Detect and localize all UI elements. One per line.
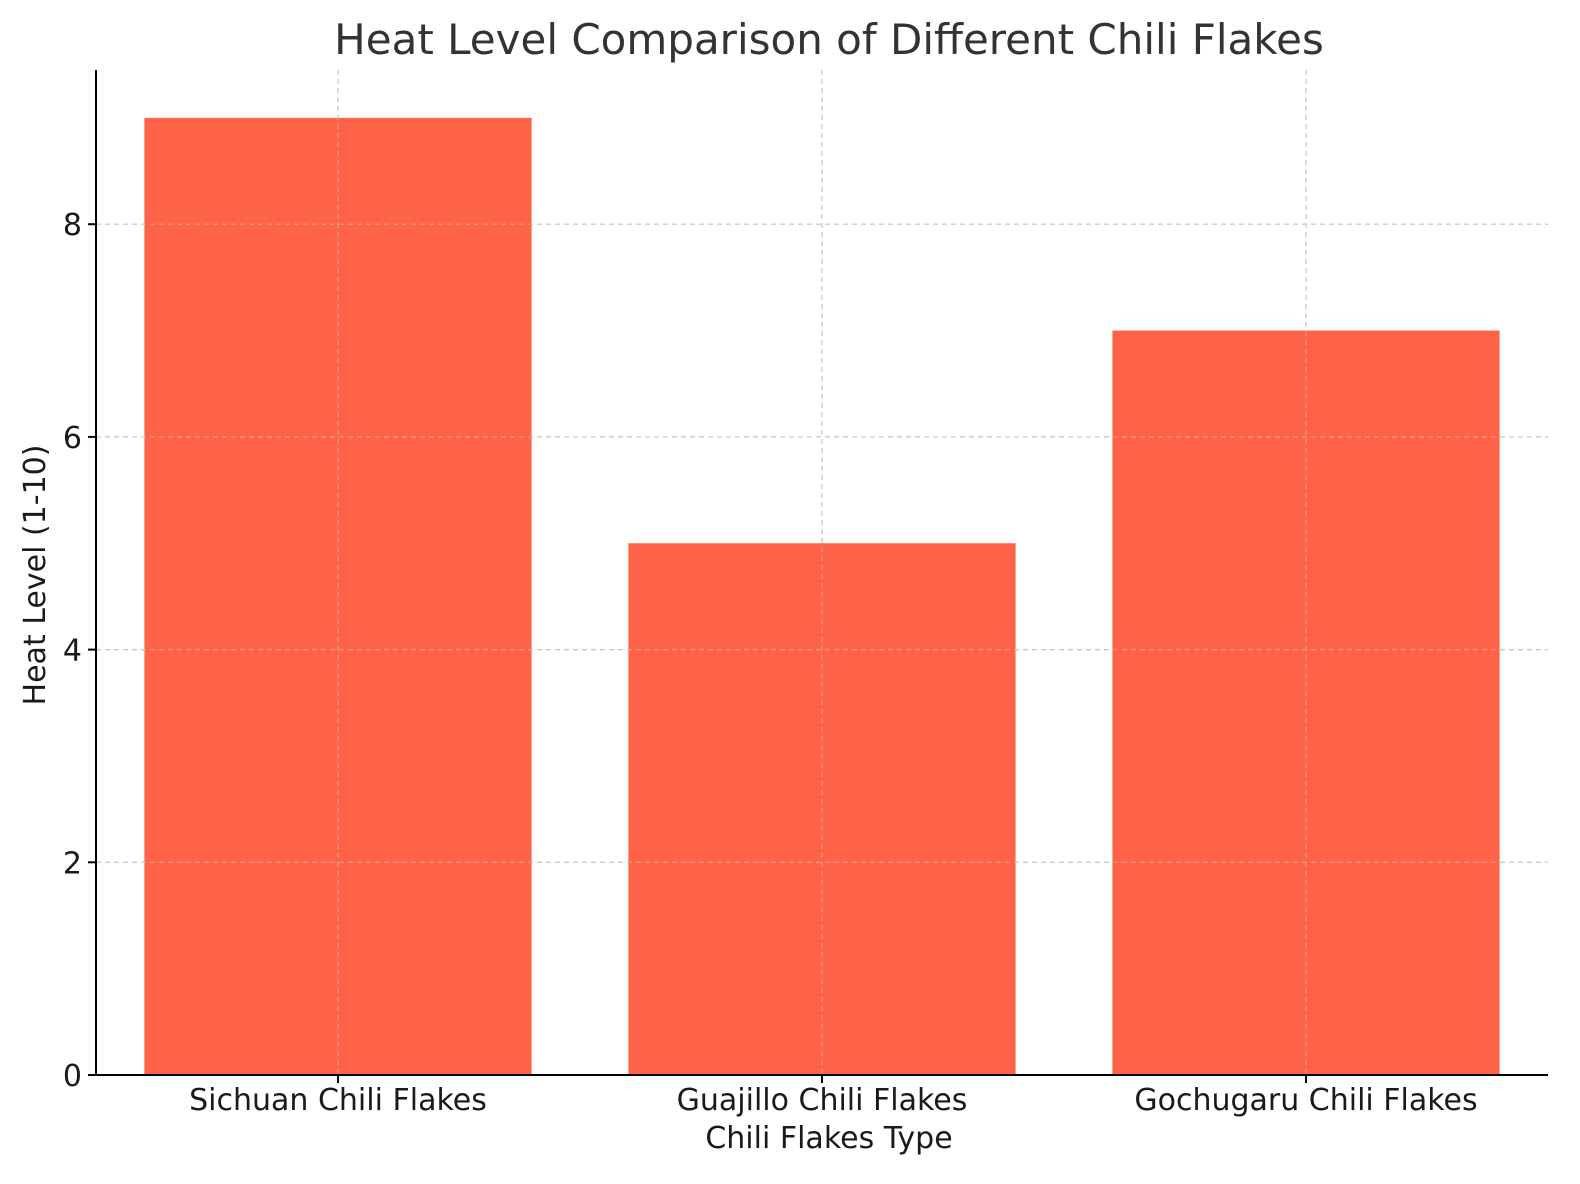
tick-labels: 0 2 4 6 8 Sichuan Chili Flakes Guajillo Chili … bbox=[63, 208, 1478, 1118]
bars bbox=[96, 70, 1548, 1076]
y-axis-label: Heat Level (1-10) bbox=[18, 445, 53, 706]
x-tick-label: Gochugaru Chili Flakes bbox=[1134, 1083, 1477, 1118]
y-tick-label: 8 bbox=[63, 208, 82, 243]
y-tick-label: 4 bbox=[63, 634, 82, 669]
y-tick-label: 0 bbox=[63, 1059, 82, 1094]
chart-title: Heat Level Comparison of Different Chili… bbox=[334, 15, 1324, 64]
x-axis-label: Chili Flakes Type bbox=[705, 1121, 952, 1156]
y-tick-label: 6 bbox=[63, 421, 82, 456]
y-tick-label: 2 bbox=[63, 846, 82, 881]
x-tick-label: Guajillo Chili Flakes bbox=[677, 1083, 968, 1118]
x-tick-label: Sichuan Chili Flakes bbox=[189, 1083, 487, 1118]
